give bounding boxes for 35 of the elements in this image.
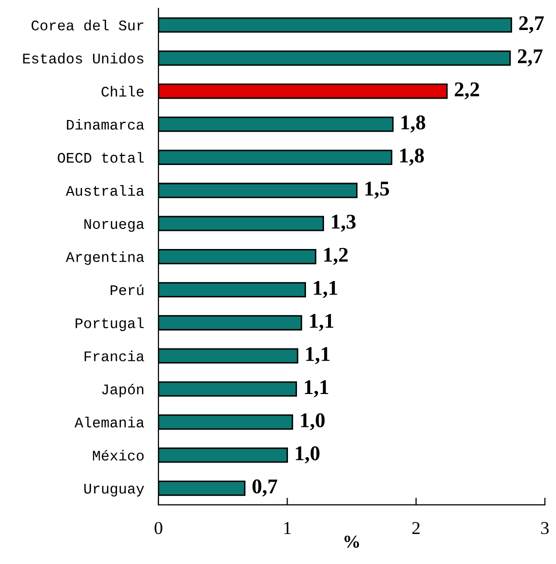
data-label: 2,7 <box>519 16 544 34</box>
y-tick-label: Uruguay <box>84 484 144 497</box>
data-label: 1,0 <box>296 446 320 464</box>
y-tick-label: México <box>92 450 144 461</box>
y-tick-label: Francia <box>84 350 144 362</box>
data-label: 1,1 <box>304 380 328 398</box>
x-axis-title: % <box>344 536 360 548</box>
data-label: 1,3 <box>332 214 356 232</box>
y-tick-label: OECD total <box>58 152 144 163</box>
x-tick-label: 0 <box>154 522 162 534</box>
data-label: 1,1 <box>310 314 334 332</box>
y-tick-label: Chile <box>102 86 144 97</box>
data-label: 1,1 <box>314 280 338 298</box>
data-label: 1,0 <box>301 413 325 430</box>
x-tick-label: 3 <box>541 522 549 534</box>
data-label: 0,7 <box>252 479 278 496</box>
data-label: 1,8 <box>402 115 426 133</box>
data-label: 1,8 <box>400 148 424 166</box>
data-label: 2,7 <box>518 49 543 66</box>
data-label: 1,2 <box>324 248 348 265</box>
y-tick-label: Portugal <box>76 318 144 332</box>
data-label: 1,1 <box>306 347 330 364</box>
y-tick-label: Corea del Sur <box>32 20 144 30</box>
x-tick-label: 2 <box>412 522 420 534</box>
y-tick-label: Alemania <box>74 416 144 428</box>
y-tick-label: Australia <box>66 185 144 196</box>
y-tick-label: Argentina <box>66 251 144 265</box>
y-tick-label: Perú <box>110 284 144 296</box>
y-tick-label: Japón <box>102 384 144 398</box>
data-label: 1,5 <box>365 182 390 199</box>
data-label: 2,2 <box>454 82 480 100</box>
x-tick-label: 1 <box>284 522 291 534</box>
y-tick-label: Noruega <box>84 219 144 232</box>
y-tick-label: Dinamarca <box>66 118 144 130</box>
y-tick-label: Estados Unidos <box>23 52 144 64</box>
